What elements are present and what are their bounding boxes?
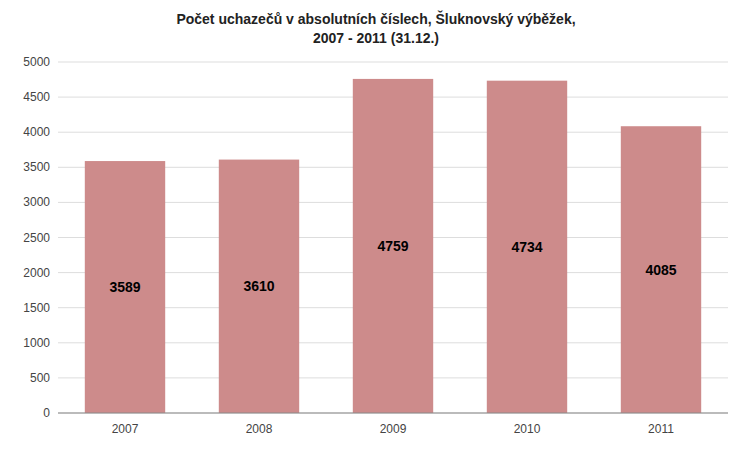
chart-title: Počet uchazečů v absolutních číslech, Šl… <box>176 10 575 46</box>
data-label: 4085 <box>645 262 676 278</box>
grid-line <box>58 62 728 63</box>
x-axis-line <box>58 413 728 414</box>
y-tick-label: 0 <box>43 406 50 420</box>
x-tick-label: 2007 <box>112 422 139 436</box>
data-label: 3610 <box>243 278 274 294</box>
x-tick-label: 2011 <box>648 422 674 436</box>
data-label: 3589 <box>109 279 140 295</box>
x-tick-label: 2008 <box>246 422 273 436</box>
plot <box>58 62 728 413</box>
y-tick-label: 2500 <box>23 231 50 245</box>
data-label: 4734 <box>511 239 542 255</box>
y-tick-label: 3000 <box>23 195 50 209</box>
y-tick-label: 4500 <box>23 90 50 104</box>
x-tick-label: 2010 <box>514 422 541 436</box>
y-tick-label: 500 <box>30 371 50 385</box>
y-tick-label: 3500 <box>23 160 50 174</box>
x-tick-label: 2009 <box>380 422 407 436</box>
grid-line <box>58 413 728 414</box>
y-tick-label: 4000 <box>23 125 50 139</box>
bars <box>85 79 701 413</box>
y-tick-label: 2000 <box>23 266 50 280</box>
y-tick-label: 1000 <box>23 336 50 350</box>
bar <box>219 160 299 413</box>
bar <box>621 126 701 413</box>
data-label: 4759 <box>377 238 408 254</box>
chart: Počet uchazečů v absolutních číslech, Šl… <box>0 0 752 451</box>
y-tick-label: 5000 <box>23 55 50 69</box>
bar <box>487 81 567 413</box>
bar <box>85 161 165 413</box>
y-tick-label: 1500 <box>23 301 50 315</box>
bar <box>353 79 433 413</box>
